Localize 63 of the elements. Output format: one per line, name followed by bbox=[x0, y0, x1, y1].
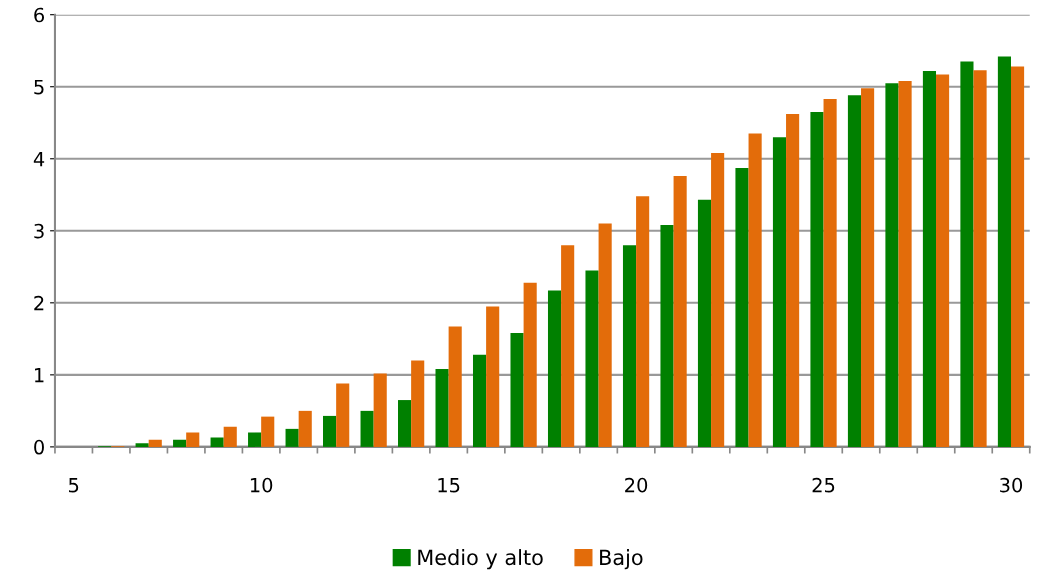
bar bbox=[636, 196, 650, 447]
y-tick-label: 0 bbox=[34, 439, 44, 455]
bar bbox=[323, 415, 337, 447]
y-tick-label: 5 bbox=[34, 79, 44, 95]
bar bbox=[1011, 66, 1025, 447]
x-tick-label: 20 bbox=[625, 477, 648, 493]
bar bbox=[997, 56, 1011, 447]
bar bbox=[223, 426, 237, 447]
bar bbox=[186, 432, 200, 447]
bar bbox=[823, 98, 837, 447]
bar bbox=[285, 428, 299, 447]
bar bbox=[748, 133, 762, 447]
y-tick-label: 1 bbox=[35, 368, 44, 383]
bar bbox=[936, 74, 950, 447]
x-tick-label: 25 bbox=[812, 477, 835, 493]
legend-label: Bajo bbox=[600, 549, 643, 570]
bar bbox=[697, 199, 712, 447]
bar bbox=[298, 410, 312, 447]
bar bbox=[735, 168, 749, 447]
bar bbox=[486, 306, 500, 447]
bar bbox=[960, 61, 974, 447]
y-tick-label: 2 bbox=[34, 295, 44, 311]
bar bbox=[336, 383, 350, 447]
x-tick-label: 30 bbox=[1000, 477, 1023, 493]
y-tick-label: 4 bbox=[33, 151, 45, 167]
bar bbox=[510, 333, 524, 447]
y-tick-label: 6 bbox=[34, 7, 45, 23]
bar bbox=[861, 88, 875, 447]
bar bbox=[898, 80, 912, 447]
bar bbox=[148, 439, 162, 447]
bar bbox=[360, 410, 374, 447]
bar bbox=[210, 437, 224, 447]
x-tick-label: 5 bbox=[69, 478, 79, 493]
bar bbox=[585, 270, 599, 447]
bar bbox=[786, 114, 800, 447]
bar bbox=[847, 95, 862, 447]
bar bbox=[673, 176, 687, 447]
bar bbox=[261, 416, 275, 447]
bar bbox=[472, 354, 487, 447]
bar bbox=[810, 111, 824, 447]
bar bbox=[523, 282, 537, 447]
y-tick-label: 3 bbox=[34, 223, 44, 239]
bar bbox=[922, 70, 937, 447]
bar bbox=[660, 225, 674, 447]
legend-label: Medio y alto bbox=[418, 549, 543, 570]
bar bbox=[885, 83, 899, 447]
x-tick-label: 15 bbox=[438, 478, 460, 493]
bar bbox=[973, 70, 987, 447]
bar bbox=[561, 245, 575, 447]
bar bbox=[135, 443, 149, 447]
bar bbox=[248, 432, 262, 447]
bar bbox=[411, 360, 425, 447]
bar bbox=[711, 153, 725, 447]
bar bbox=[173, 439, 187, 447]
bar bbox=[373, 373, 387, 447]
bar bbox=[598, 223, 612, 447]
bar bbox=[772, 137, 787, 447]
bar bbox=[435, 369, 449, 447]
bar bbox=[622, 245, 637, 447]
x-tick-label: 10 bbox=[250, 477, 273, 493]
bar bbox=[448, 326, 462, 447]
bar bbox=[398, 400, 412, 447]
bar bbox=[547, 290, 562, 447]
